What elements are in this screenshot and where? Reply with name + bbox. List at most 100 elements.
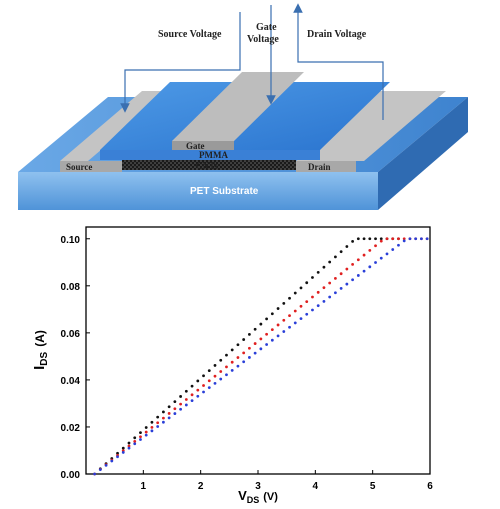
data-point-series-3 (316, 304, 320, 308)
data-point-series-3 (242, 360, 246, 364)
data-point-series-2 (328, 281, 332, 285)
data-point-series-3 (104, 463, 108, 467)
data-point-series-3 (98, 468, 102, 472)
data-point-series-3 (420, 237, 423, 241)
data-point-series-1 (334, 255, 337, 259)
data-point-series-1 (259, 322, 263, 326)
data-point-series-2 (391, 237, 395, 241)
data-point-series-2 (253, 342, 257, 345)
data-point-series-1 (219, 358, 223, 362)
y-tick-label: 0.10 (61, 235, 81, 246)
data-point-series-3 (288, 325, 291, 329)
data-point-series-1 (139, 431, 142, 435)
data-point-series-3 (196, 394, 200, 398)
data-points (93, 237, 429, 476)
x-axis-label-sub: DS (247, 495, 260, 505)
data-point-series-1 (311, 276, 314, 279)
data-point-series-2 (196, 388, 200, 392)
data-point-series-2 (402, 237, 406, 241)
data-point-series-1 (356, 237, 360, 241)
data-point-series-1 (293, 291, 297, 295)
data-point-series-2 (270, 328, 274, 331)
data-point-series-1 (345, 245, 349, 248)
data-point-series-1 (328, 260, 332, 264)
data-point-series-3 (236, 364, 240, 368)
data-point-series-3 (139, 438, 142, 441)
data-point-series-1 (374, 237, 377, 241)
data-point-series-2 (144, 430, 148, 434)
data-point-series-3 (299, 317, 303, 321)
data-point-series-2 (322, 286, 326, 290)
data-point-series-3 (173, 412, 177, 415)
data-point-series-3 (213, 381, 217, 385)
data-point-series-2 (207, 379, 211, 383)
x-tick-label: 3 (255, 481, 261, 492)
y-axis-ticks: 0.00 0.02 0.04 0.06 0.08 0.10 (61, 235, 90, 481)
data-point-series-2 (379, 239, 383, 243)
data-point-series-3 (305, 312, 309, 316)
data-point-series-1 (236, 343, 240, 347)
data-point-series-2 (179, 402, 183, 406)
y-axis-label-main: I (31, 366, 48, 370)
data-point-series-2 (339, 272, 343, 276)
y-axis-label: IDS (A) (31, 330, 50, 370)
data-point-series-3 (425, 237, 429, 241)
x-tick-label: 6 (427, 481, 433, 492)
data-point-series-1 (362, 237, 366, 241)
data-point-series-2 (345, 267, 349, 271)
data-point-series-1 (305, 281, 309, 285)
data-point-series-3 (368, 265, 372, 269)
data-point-series-1 (127, 441, 131, 445)
data-point-series-1 (225, 353, 228, 357)
data-point-series-1 (150, 420, 154, 424)
data-point-series-1 (133, 436, 137, 440)
data-point-series-3 (162, 420, 165, 424)
drain-voltage-label: Drain Voltage (307, 29, 367, 40)
gate-voltage-label-line1: Gate (256, 22, 277, 33)
data-point-series-2 (368, 249, 372, 252)
data-point-series-3 (385, 252, 389, 256)
drain-electrode-top (296, 91, 446, 161)
data-point-series-2 (259, 337, 263, 341)
data-point-series-3 (248, 356, 251, 359)
substrate-side (378, 97, 468, 210)
data-point-series-1 (288, 296, 291, 300)
data-point-series-3 (190, 399, 194, 403)
source-voltage-line (120, 12, 241, 113)
data-point-series-2 (167, 412, 171, 415)
data-point-series-3 (379, 256, 383, 260)
source-label: Source (66, 162, 92, 172)
pmma-layer-front (100, 150, 320, 160)
data-point-series-3 (179, 407, 183, 411)
data-point-series-2 (316, 290, 320, 294)
data-point-series-3 (397, 243, 400, 247)
data-point-series-3 (127, 446, 131, 450)
data-point-series-3 (253, 351, 257, 355)
data-point-series-2 (276, 323, 280, 327)
data-point-series-2 (397, 237, 400, 241)
x-tick-label: 1 (141, 481, 147, 492)
data-point-series-3 (276, 334, 280, 338)
data-point-series-3 (230, 369, 234, 372)
data-point-series-1 (242, 338, 246, 341)
data-point-series-3 (110, 459, 114, 463)
cnts-label: CNTs (196, 161, 218, 171)
data-point-series-3 (293, 321, 297, 325)
data-point-series-3 (402, 239, 406, 243)
data-point-series-2 (162, 416, 165, 420)
data-point-series-1 (213, 364, 217, 367)
data-point-series-3 (339, 286, 343, 290)
data-point-series-1 (379, 237, 383, 241)
x-tick-label: 4 (313, 481, 319, 492)
data-point-series-2 (219, 370, 223, 373)
data-point-series-2 (311, 295, 314, 299)
data-point-series-3 (144, 433, 148, 437)
data-point-series-1 (156, 415, 160, 419)
data-point-series-3 (345, 282, 349, 286)
data-point-series-1 (248, 333, 251, 336)
y-tick-label: 0.00 (61, 470, 81, 481)
data-point-series-2 (362, 253, 366, 257)
x-axis-label: VDS (V) (238, 488, 278, 505)
data-point-series-1 (179, 395, 183, 398)
data-point-series-2 (356, 258, 360, 262)
